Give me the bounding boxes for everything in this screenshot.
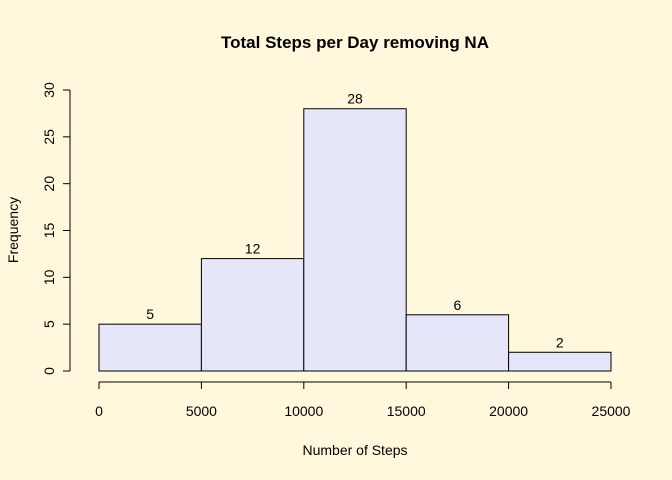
x-tick-label-0: 0 [95,403,103,419]
x-tick-label-1: 5000 [186,403,217,419]
bar-4 [508,351,612,372]
x-axis: 0 5000 10000 15000 20000 25000 [95,381,631,419]
y-tick-label-6: 30 [41,82,57,98]
bar-0 [98,323,202,372]
bars-group [98,108,612,372]
bar-label-3: 6 [454,297,462,313]
y-axis: 0 5 10 15 20 25 30 [41,82,71,375]
y-tick-label-4: 20 [41,176,57,192]
x-tick-label-3: 15000 [387,403,426,419]
y-axis-label: Frequency [5,197,21,263]
x-tick-label-5: 25000 [592,403,631,419]
y-tick-label-3: 15 [41,223,57,239]
y-tick-label-1: 5 [41,320,57,328]
y-tick-label-5: 25 [41,129,57,145]
x-axis-label: Number of Steps [302,442,407,458]
bar-label-1: 12 [245,241,261,257]
y-tick-label-2: 10 [41,269,57,285]
bar-label-4: 2 [556,334,564,350]
x-tick-label-2: 10000 [284,403,323,419]
x-tick-label-4: 20000 [489,403,528,419]
y-tick-label-0: 0 [41,367,57,375]
bar-3 [405,314,510,372]
bar-2 [303,108,407,372]
bar-label-0: 5 [146,306,154,322]
bar-1 [200,258,305,372]
chart-title: Total Steps per Day removing NA [221,33,489,52]
bar-label-2: 28 [347,91,363,107]
bar-labels-group: 5 12 28 6 2 [146,91,564,351]
